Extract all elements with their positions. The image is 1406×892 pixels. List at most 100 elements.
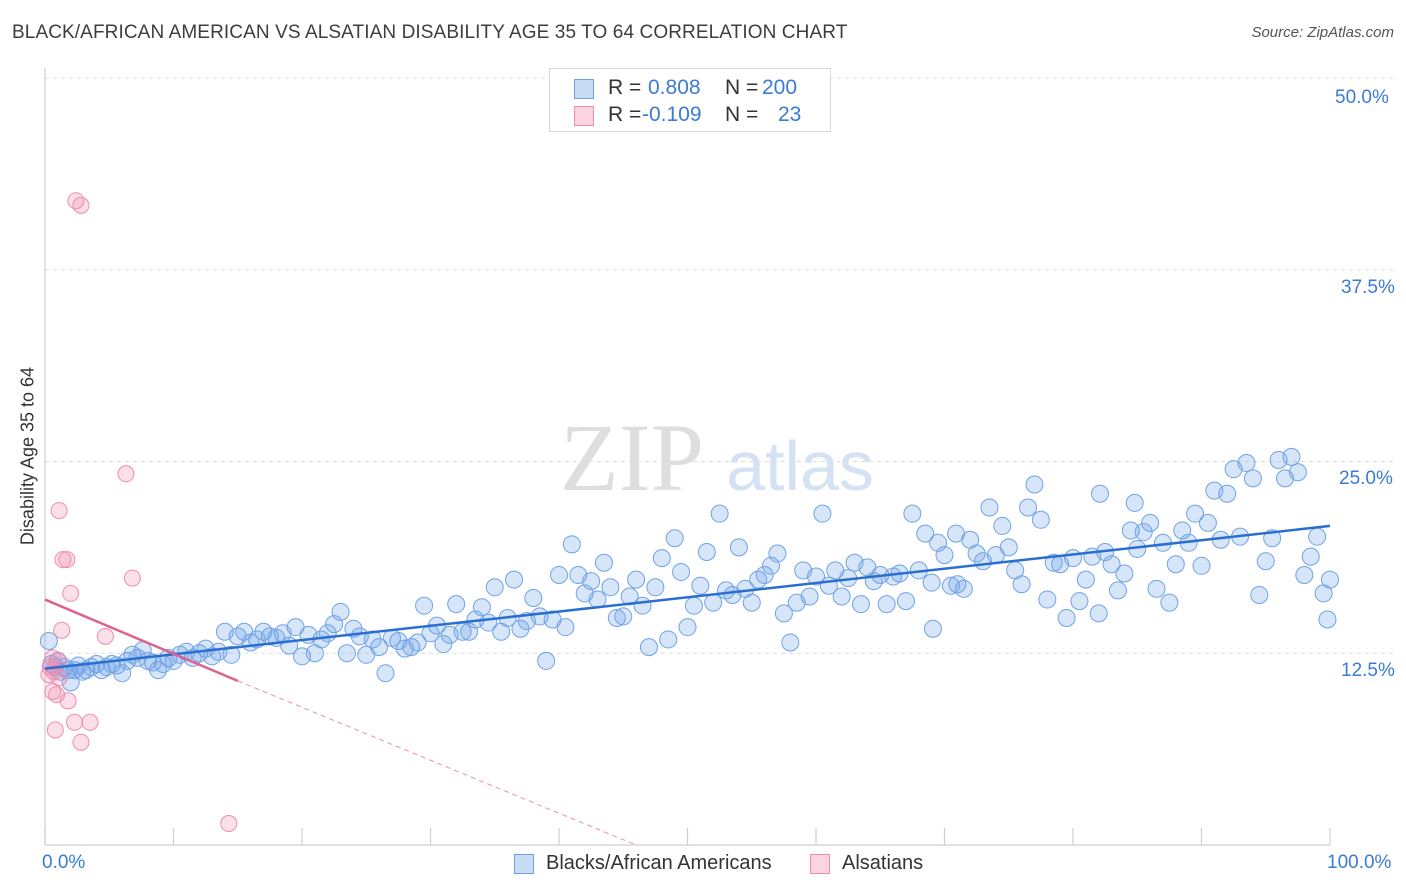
data-point-blacks [980,498,999,517]
data-point-blacks [337,644,356,663]
legend-n-value: 200 [762,76,798,99]
trend-line-blacks [44,524,1331,670]
data-point-blacks [813,504,832,523]
data-point-blacks [832,587,851,606]
x-tick-label-min: 0.0% [42,852,86,873]
data-point-alsatians [96,627,114,645]
trend-line-alsatians [44,598,239,683]
data-point-alsatians [50,502,68,520]
data-point-alsatians [53,621,71,639]
data-point-blacks [954,579,973,598]
data-point-blacks [77,661,96,680]
data-point-blacks [505,570,524,589]
y-axis-label: Disability Age 35 to 64 [17,366,38,546]
legend-n-value: 23 [778,103,802,126]
data-point-blacks [524,589,543,608]
bottom-legend-alsatians: Alsatians [810,851,940,877]
data-point-blacks [684,596,703,615]
data-point-blacks [652,549,671,568]
source-label: Source: ZipAtlas.com [1251,24,1394,41]
legend-r-label: R = [608,103,642,126]
data-point-blacks [1064,549,1082,568]
data-point-blacks [800,587,819,606]
data-point-blacks [807,567,825,586]
correlation-legend: R = 0.808 N = 200 R = -0.109 N = 23 [549,68,831,132]
trend-line-alsatians-extension [237,680,637,846]
grid-lines [45,77,1395,654]
data-point-blacks [1301,547,1320,566]
data-point-blacks [363,630,382,649]
data-point-blacks [710,504,729,523]
legend-swatch-blue [514,854,534,874]
data-point-blacks [627,570,646,589]
data-point-blacks [659,630,678,649]
chart-title: BLACK/AFRICAN AMERICAN VS ALSATIAN DISAB… [12,22,848,43]
data-point-alsatians [81,713,99,731]
data-point-blacks [896,592,915,611]
data-point-alsatians [117,465,135,483]
watermark-zip: ZIP [560,404,704,511]
data-point-blacks [935,546,954,565]
data-point-blacks [1288,463,1307,482]
trend-lines [44,524,1331,846]
data-point-blacks [601,578,620,597]
data-point-blacks [582,572,601,591]
legend-swatch-blue [574,79,594,99]
data-point-blacks [485,578,504,597]
data-point-blacks [697,543,716,562]
data-point-blacks [1125,493,1144,512]
data-point-alsatians [50,669,68,687]
data-point-blacks [562,535,581,554]
y-tick-label: 37.5% [1341,277,1395,298]
data-point-alsatians [67,192,85,210]
data-point-blacks [607,608,626,627]
data-point-blacks [1038,590,1057,609]
data-point-blacks [1237,454,1256,473]
data-point-blacks [1192,556,1211,575]
data-point-blacks [877,595,896,614]
watermark-atlas: atlas [726,427,874,505]
data-point-blacks [1256,552,1275,571]
data-point-blacks [1025,475,1044,494]
axes [44,68,1331,846]
data-point-blacks [1308,527,1327,546]
data-point-blacks [594,553,613,572]
data-point-blacks [447,595,466,614]
data-point-blacks [1057,608,1076,627]
data-point-alsatians [220,815,238,833]
data-point-blacks [1141,513,1160,532]
data-point-blacks [1198,513,1217,532]
legend-label: Blacks/African Americans [546,852,772,874]
legend-label: Alsatians [842,852,924,874]
data-point-blacks [620,587,639,606]
data-point-blacks [749,570,768,589]
data-point-alsatians [62,584,80,602]
data-point-blacks [39,631,58,650]
data-point-alsatians [40,666,58,684]
legend-swatch-pink [574,106,594,126]
data-point-blacks [1070,592,1089,611]
data-point-blacks [1282,447,1301,466]
data-point-blacks [1243,469,1262,488]
data-point-alsatians [66,713,84,731]
data-point-blacks [639,638,658,657]
data-point-blacks [1147,579,1166,598]
data-point-blacks [614,607,633,626]
data-point-alsatians [54,551,72,569]
legend-r-value: -0.109 [642,103,702,126]
data-point-blacks [672,562,691,581]
legend-n-label: N = [725,76,759,99]
y-tick-label: 50.0% [1335,87,1389,108]
data-point-blacks [851,595,870,614]
data-point-blacks [742,593,761,612]
data-point-blacks [1076,570,1095,589]
y-tick-label: 12.5% [1341,660,1395,681]
data-point-blacks [1090,484,1109,503]
data-point-blacks [402,638,421,657]
legend-n-label: N = [725,103,759,126]
data-point-blacks [947,524,966,543]
data-point-blacks [755,566,774,585]
data-point-blacks [1019,498,1038,517]
data-point-blacks [967,544,986,563]
